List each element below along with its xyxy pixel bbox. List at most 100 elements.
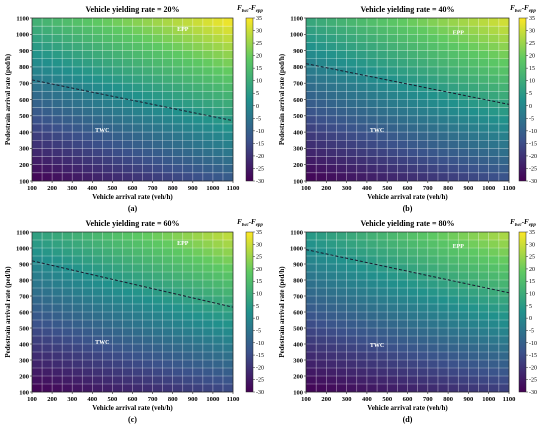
heatmap-cell: [468, 75, 479, 84]
heatmap-cell: [377, 288, 388, 297]
heatmap-cell: [448, 42, 459, 51]
heatmap-cell: [122, 58, 133, 68]
heatmap-cell: [448, 140, 459, 149]
heatmap-cell: [306, 344, 317, 353]
heatmap-cell: [356, 148, 368, 157]
heatmap-cell: [306, 156, 317, 165]
heatmap-cell: [448, 99, 459, 108]
heatmap-cell: [417, 26, 428, 35]
heatmap-cell: [82, 272, 93, 281]
colorbar-tick-label: -10: [529, 341, 537, 347]
heatmap-cell: [172, 256, 183, 265]
heatmap-cell: [42, 50, 53, 59]
heatmap-cell: [417, 328, 428, 337]
heatmap-cell: [152, 42, 163, 51]
heatmap-cell: [498, 336, 510, 345]
heatmap-cell: [498, 115, 510, 125]
heatmap-cell: [427, 42, 439, 51]
heatmap-cell: [336, 107, 347, 116]
heatmap-cell: [222, 123, 234, 133]
heatmap-cell: [377, 34, 388, 43]
y-tick-label: 1100: [16, 15, 29, 22]
heatmap-cell: [326, 248, 337, 257]
heatmap-cell: [316, 132, 327, 141]
heatmap-cell: [366, 91, 378, 100]
heatmap-cell: [448, 107, 459, 116]
heatmap-cell: [122, 18, 133, 27]
heatmap-cell: [92, 66, 103, 76]
heatmap-cell: [468, 34, 479, 43]
heatmap-cell: [82, 172, 93, 182]
heatmap-cell: [488, 240, 500, 249]
heatmap-cell: [488, 248, 500, 257]
heatmap-cell: [142, 296, 153, 305]
heatmap-cell: [182, 272, 193, 281]
heatmap-cell: [152, 304, 163, 313]
heatmap-cell: [397, 50, 408, 59]
region-label-epp: EPP: [453, 30, 465, 36]
heatmap-cell: [377, 83, 388, 92]
heatmap-cell: [132, 107, 143, 116]
heatmap-cell: [448, 148, 459, 157]
heatmap-cell: [366, 304, 378, 313]
x-tick-label: 600: [128, 185, 138, 192]
heatmap-cell: [32, 288, 43, 297]
heatmap-cell: [437, 296, 449, 305]
heatmap-cell: [377, 26, 388, 35]
heatmap-cell: [488, 256, 500, 265]
heatmap-cell: [458, 58, 469, 68]
heatmap-cell: [202, 296, 214, 305]
heatmap-cell: [316, 344, 327, 353]
heatmap-cell: [102, 99, 113, 108]
heatmap-cell: [377, 66, 388, 76]
heatmap-cell: [478, 232, 489, 241]
heatmap-cell: [427, 288, 439, 297]
heatmap-cell: [182, 42, 193, 51]
heatmap-cell: [32, 91, 43, 100]
heatmap-cell: [102, 66, 113, 76]
heatmap-cell: [417, 264, 428, 273]
colorbar-tick-label: 20: [256, 267, 262, 273]
heatmap-cell: [192, 280, 204, 289]
heatmap-cell: [102, 123, 113, 133]
heatmap-cell: [336, 34, 347, 43]
heatmap-cell: [172, 132, 183, 141]
heatmap-cell: [417, 344, 428, 353]
heatmap-cell: [387, 107, 398, 116]
heatmap-cell: [52, 58, 63, 68]
heatmap-cell: [468, 115, 479, 125]
heatmap-cell: [72, 376, 83, 385]
heatmap-cell: [478, 42, 489, 51]
heatmap-cell: [42, 66, 53, 76]
heatmap-cell: [72, 256, 83, 265]
heatmap-cell: [346, 344, 357, 353]
heatmap-cell: [152, 156, 163, 165]
heatmap-cell: [346, 115, 357, 125]
heatmap-cell: [222, 75, 234, 84]
heatmap-cell: [417, 164, 428, 174]
colorbar-title: Ftwc-Fepp: [510, 218, 536, 228]
y-tick-label: 500: [293, 325, 303, 332]
heatmap-cell: [437, 75, 449, 84]
heatmap-cell: [377, 107, 388, 116]
heatmap-cell: [407, 288, 418, 297]
heatmap-cell: [306, 320, 317, 329]
heatmap-cell: [366, 376, 378, 385]
heatmap-cell: [222, 384, 234, 393]
heatmap-cell: [112, 26, 123, 35]
heatmap-cell: [356, 83, 368, 92]
heatmap-cell: [336, 50, 347, 59]
heatmap-cell: [397, 352, 408, 361]
heatmap-cell: [102, 312, 113, 321]
heatmap-cell: [182, 107, 193, 116]
heatmap-cell: [202, 264, 214, 273]
heatmap-cell: [417, 34, 428, 43]
heatmap-cell: [132, 91, 143, 100]
heatmap-cell: [212, 248, 224, 257]
heatmap-cell: [112, 288, 123, 297]
heatmap-cell: [182, 360, 193, 369]
heatmap-cell: [132, 296, 143, 305]
heatmap-cell: [72, 91, 83, 100]
heatmap-cell: [132, 272, 143, 281]
heatmap-cell: [172, 34, 183, 43]
